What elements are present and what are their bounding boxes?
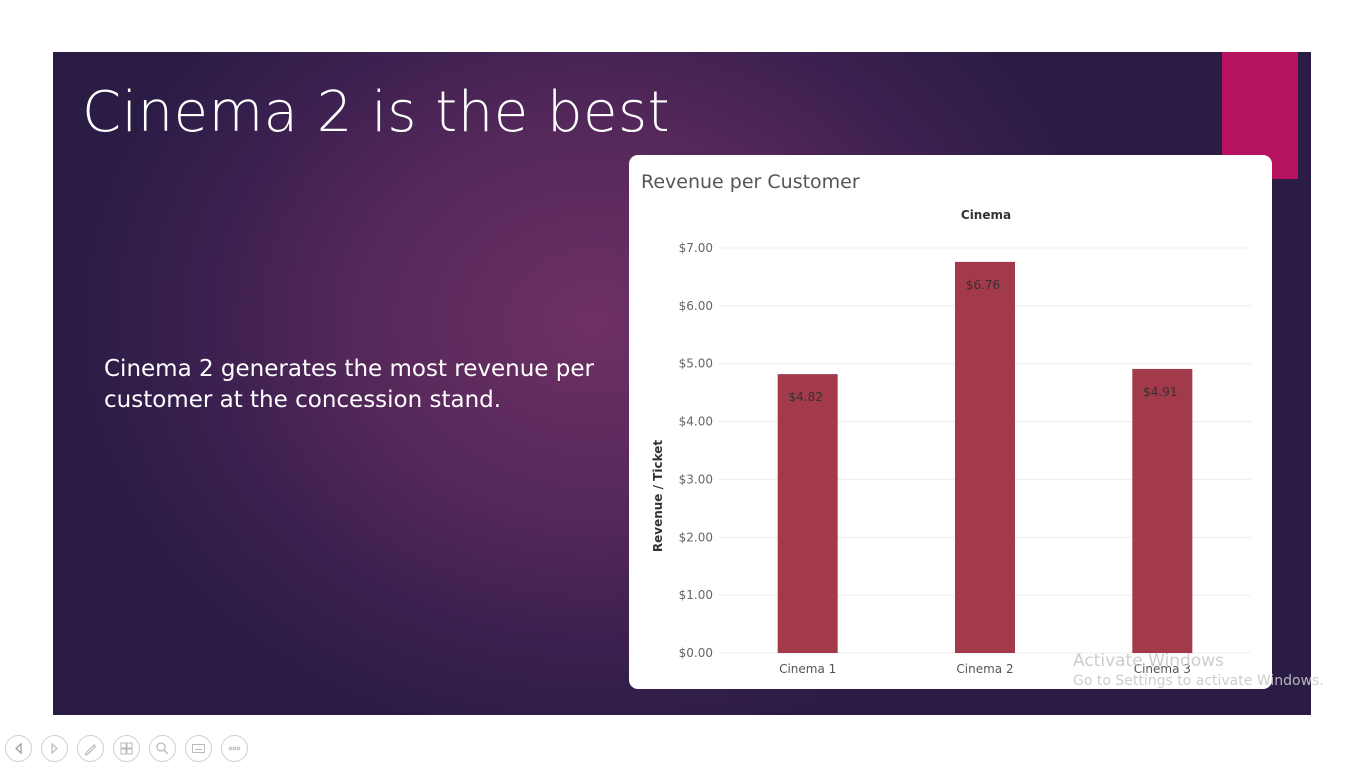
y-tick-label: $6.00	[679, 299, 713, 313]
next-slide-button[interactable]	[41, 735, 68, 762]
x-tick-label: Cinema 1	[779, 662, 836, 676]
bar	[955, 261, 1015, 653]
triangle-left-icon	[15, 742, 22, 755]
bar-value-label: $4.91	[1143, 385, 1177, 399]
ellipsis-icon	[228, 746, 241, 751]
zoom-button[interactable]	[149, 735, 176, 762]
y-tick-label: $4.00	[679, 415, 713, 429]
subtitles-icon	[192, 744, 205, 753]
bar-value-label: $6.76	[966, 278, 1000, 292]
bar	[777, 374, 838, 653]
more-options-button[interactable]	[221, 735, 248, 762]
see-all-slides-button[interactable]	[113, 735, 140, 762]
presenter-controls	[5, 735, 248, 763]
triangle-right-icon	[51, 742, 58, 755]
magnifier-icon	[156, 742, 169, 755]
slide-title: Cinema 2 is the best	[82, 80, 671, 145]
x-tick-label: Cinema 2	[956, 662, 1013, 676]
chart-card: Revenue per Customer Cinema Revenue / Ti…	[629, 155, 1272, 689]
revenue-chart: Revenue per Customer Cinema Revenue / Ti…	[641, 171, 1251, 676]
y-tick-label: $3.00	[679, 472, 713, 486]
pen-tool-button[interactable]	[77, 735, 104, 762]
previous-slide-button[interactable]	[5, 735, 32, 762]
chart-title: Revenue per Customer	[641, 171, 860, 193]
x-tick-label: Cinema 3	[1134, 662, 1191, 676]
slides-grid-icon	[120, 742, 133, 755]
chart-y-axis-label: Revenue / Ticket	[651, 440, 665, 553]
bar-value-label: $4.82	[788, 390, 822, 404]
y-tick-label: $0.00	[679, 646, 713, 660]
subtitles-button[interactable]	[185, 735, 212, 762]
y-tick-label: $1.00	[679, 588, 713, 602]
y-tick-label: $7.00	[679, 241, 713, 255]
slide-body-text: Cinema 2 generates the most revenue per …	[104, 356, 594, 413]
bar	[1132, 368, 1193, 653]
y-tick-label: $5.00	[679, 357, 713, 371]
y-tick-label: $2.00	[679, 530, 713, 544]
pen-icon	[84, 744, 97, 756]
chart-column-header: Cinema	[961, 208, 1011, 222]
